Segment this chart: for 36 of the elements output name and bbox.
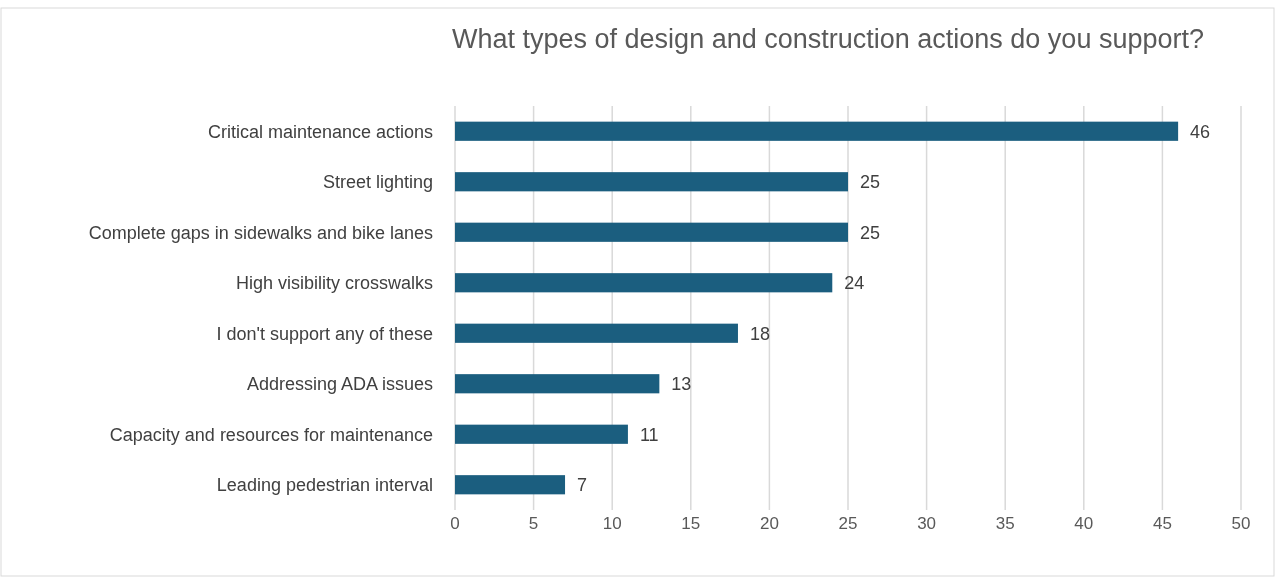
y-tick-label: Critical maintenance actions (207, 121, 433, 142)
bar (455, 222, 848, 242)
x-tick-label: 45 (1152, 514, 1172, 533)
x-tick-label: 5 (528, 514, 539, 533)
bar (455, 475, 566, 495)
data-label: 7 (577, 475, 588, 496)
x-tick-label: 25 (838, 514, 858, 533)
data-label: 11 (639, 424, 659, 445)
bar (455, 374, 660, 394)
y-tick-label: Complete gaps in sidewalks and bike lanes (88, 222, 433, 243)
bar (455, 424, 628, 444)
data-label: 46 (1190, 121, 1211, 142)
y-tick-label: Capacity and resources for maintenance (109, 424, 433, 445)
y-tick-label: I don't support any of these (216, 323, 433, 344)
bar (455, 121, 1179, 141)
bar (455, 323, 738, 343)
bar (455, 273, 833, 293)
y-tick-label: High visibility crosswalks (235, 273, 433, 294)
data-label: 24 (844, 273, 865, 294)
y-tick-label: Street lighting (322, 172, 433, 193)
bar (455, 172, 848, 192)
data-label: 13 (671, 374, 692, 395)
data-label: 25 (860, 222, 881, 243)
x-tick-label: 35 (995, 514, 1015, 533)
x-tick-label: 15 (681, 514, 701, 533)
x-tick-label: 40 (1074, 514, 1094, 533)
x-tick-label: 10 (602, 514, 622, 533)
x-tick-label: 20 (759, 514, 779, 533)
x-tick-label: 30 (917, 514, 937, 533)
y-tick-label: Addressing ADA issues (246, 374, 433, 395)
data-label: 18 (749, 323, 770, 344)
data-label: 25 (860, 172, 881, 193)
chart-title: What types of design and construction actions do you support? (452, 24, 1204, 54)
x-tick-label: 0 (450, 514, 460, 533)
y-tick-label: Leading pedestrian interval (216, 475, 433, 496)
x-tick-label: 50 (1231, 514, 1251, 533)
